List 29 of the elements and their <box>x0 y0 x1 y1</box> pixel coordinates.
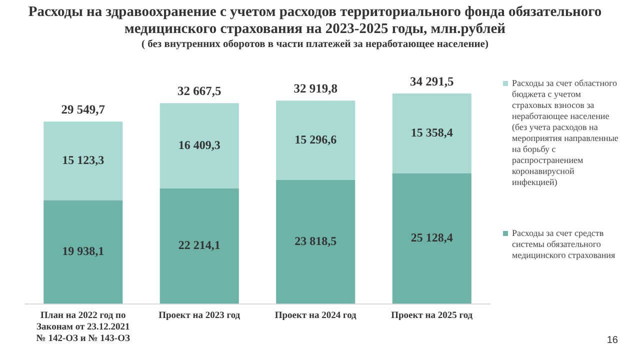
bar <box>276 180 356 304</box>
chart-subtitle: ( без внутренних оборотов в части платежей за неработающее население) <box>140 39 490 50</box>
text: Расходы за счет областного бюджета с учетом страховых взносов за неработающее население (без учета расходов на мероприятия направленные на борьбу с распространением коронавирусной инфекцией) <box>512 78 618 187</box>
bar <box>44 200 123 304</box>
x-tick-label: Проект на 2025 год <box>391 310 473 321</box>
annotation: 32 667,5 <box>178 84 222 98</box>
bar <box>276 100 356 180</box>
data-label: 25 128,4 <box>410 230 453 245</box>
legend-label: Расходы за счет средств системы обязательного медицинского страхования <box>512 228 616 261</box>
data-label: 16 409,3 <box>178 138 220 152</box>
annotation: 34 291,5 <box>410 74 454 88</box>
data-label: 22 214,1 <box>178 238 220 252</box>
x-tick-label: Проект на 2023 год <box>158 310 240 321</box>
bar <box>160 188 239 304</box>
bar <box>392 173 472 304</box>
bar <box>160 103 239 188</box>
bar <box>44 122 123 200</box>
data-label: 15 123,3 <box>62 153 104 168</box>
x-tick-label: Проект на 2024 год <box>274 310 357 321</box>
data-label: 15 296,6 <box>294 132 337 146</box>
annotation: 29 549,7 <box>61 102 105 117</box>
data-label: 15 358,4 <box>410 125 453 140</box>
x-tick-label: План на 2022 год по Законам от 23.12.2021 № 142-ОЗ и № 143-ОЗ <box>36 310 130 344</box>
annotation: 32 919,8 <box>294 82 338 96</box>
bar <box>392 93 472 174</box>
text: 16 <box>606 335 618 346</box>
data-label: 23 818,5 <box>294 234 337 248</box>
chart-title: Расходы на здравоохранение с учетом расходов территориального фонда обязательного медицинского страхования на 2023-2025 годы, млн.рублей <box>27 4 603 38</box>
data-label: 19 938,1 <box>62 244 104 258</box>
